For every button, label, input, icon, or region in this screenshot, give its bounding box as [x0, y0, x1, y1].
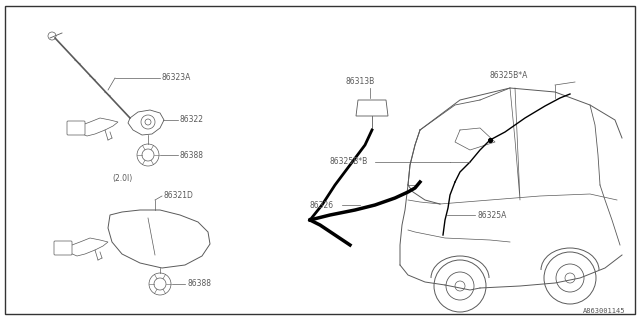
Text: A863001145: A863001145 — [582, 308, 625, 314]
Text: 86388: 86388 — [180, 150, 204, 159]
Circle shape — [434, 260, 486, 312]
Text: (2.0I): (2.0I) — [112, 173, 132, 182]
Polygon shape — [356, 100, 388, 116]
Circle shape — [48, 32, 56, 40]
Text: 86322: 86322 — [180, 116, 204, 124]
FancyBboxPatch shape — [54, 241, 72, 255]
Circle shape — [141, 115, 155, 129]
Polygon shape — [78, 118, 118, 136]
Text: 86326: 86326 — [310, 201, 334, 210]
Circle shape — [154, 278, 166, 290]
Circle shape — [142, 149, 154, 161]
Text: 86323A: 86323A — [162, 74, 191, 83]
Text: 86388: 86388 — [187, 279, 211, 289]
Circle shape — [145, 119, 151, 125]
Circle shape — [149, 273, 171, 295]
Text: 86313B: 86313B — [345, 77, 374, 86]
Circle shape — [137, 144, 159, 166]
Polygon shape — [68, 238, 108, 256]
Text: 86321D: 86321D — [164, 191, 194, 201]
Polygon shape — [108, 210, 210, 268]
Text: 86325B*B: 86325B*B — [330, 157, 368, 166]
Circle shape — [455, 281, 465, 291]
Circle shape — [544, 252, 596, 304]
Circle shape — [565, 273, 575, 283]
FancyBboxPatch shape — [67, 121, 85, 135]
Text: 86325B*A: 86325B*A — [490, 71, 529, 81]
Polygon shape — [128, 110, 164, 135]
Text: 86325A: 86325A — [477, 211, 506, 220]
Circle shape — [556, 264, 584, 292]
Circle shape — [446, 272, 474, 300]
